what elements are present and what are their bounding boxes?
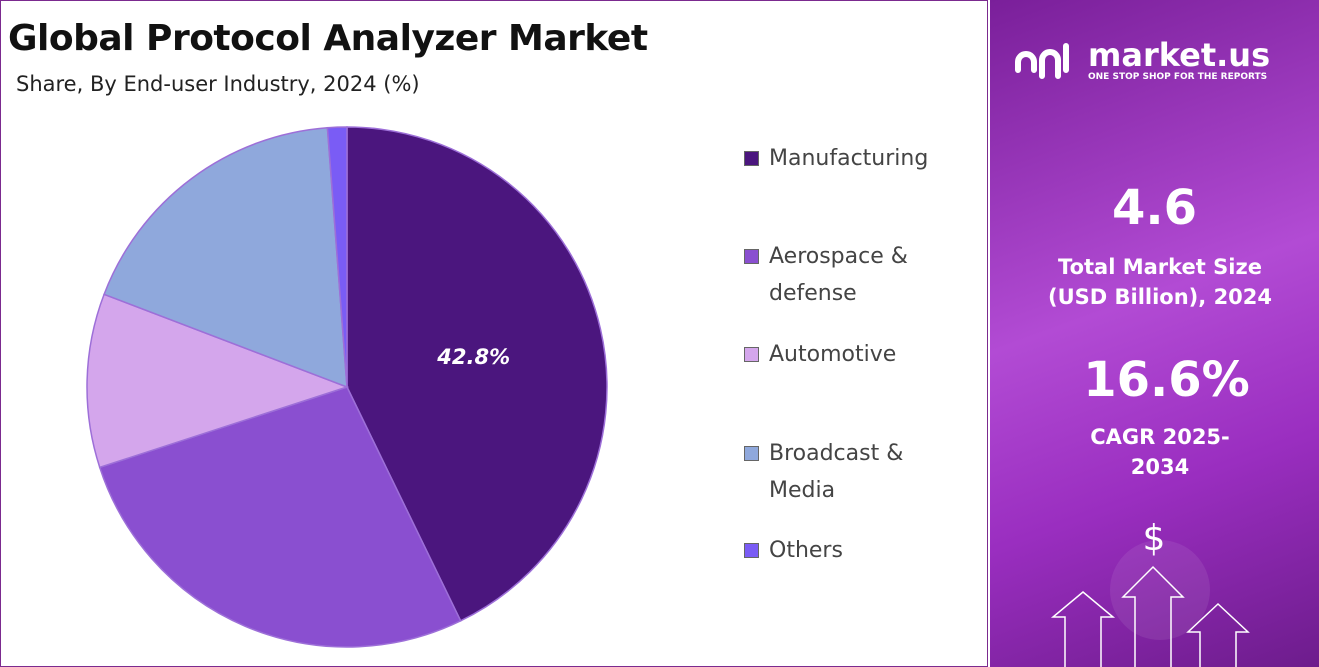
pie-slice xyxy=(98,386,462,648)
legend-label: Others xyxy=(769,538,843,563)
panel-decoration: $ xyxy=(1015,43,1250,667)
legend-item: Broadcast & Media xyxy=(744,435,959,509)
data-label: 42.8% xyxy=(436,345,510,369)
legend-label: Automotive xyxy=(769,342,897,367)
brand-name: market.us xyxy=(1088,36,1271,74)
market-size-label: Total Market Size (USD Billion), 2024 xyxy=(1047,255,1273,309)
chart-title: Global Protocol Analyzer Market xyxy=(8,18,648,59)
pie-slice xyxy=(346,126,608,622)
legend-label: Broadcast & Media xyxy=(769,441,904,503)
chart-subtitle: Share, By End-user Industry, 2024 (%) xyxy=(16,72,420,96)
cagr-label: CAGR 2025-2034 xyxy=(1090,425,1230,479)
legend-swatch xyxy=(744,347,759,362)
legend-swatch xyxy=(744,543,759,558)
legend-item: Aerospace & defense xyxy=(744,238,959,312)
legend-swatch xyxy=(744,249,759,264)
pie-slice xyxy=(86,293,350,469)
market-size-value: 4.6 xyxy=(1111,180,1198,236)
pie-slice xyxy=(326,126,348,388)
svg-text:$: $ xyxy=(1143,518,1166,559)
legend-item: Manufacturing xyxy=(744,140,959,177)
brand-tagline: ONE STOP SHOP FOR THE REPORTS xyxy=(1088,72,1268,82)
legend-item: Automotive xyxy=(744,336,959,373)
legend-swatch xyxy=(744,151,759,166)
pie-slice xyxy=(103,126,348,389)
legend-label: Manufacturing xyxy=(769,146,929,171)
pie-chart: 42.8% xyxy=(86,126,608,648)
info-panel: $ market.us ONE STOP SHOP FOR THE REPORT… xyxy=(990,0,1319,667)
legend-item: Others xyxy=(744,532,959,569)
legend-label: Aerospace & defense xyxy=(769,244,908,306)
cagr-value: 16.6% xyxy=(1083,352,1250,408)
legend-swatch xyxy=(744,446,759,461)
